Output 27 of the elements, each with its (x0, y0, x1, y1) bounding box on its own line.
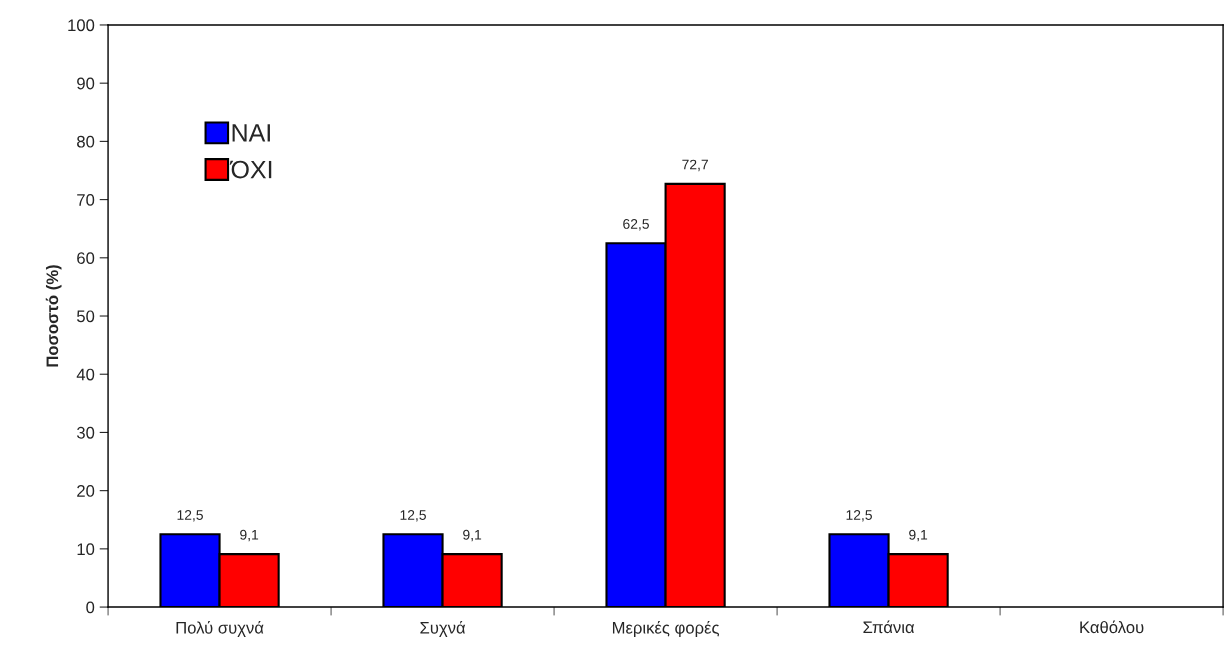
y-tick-label: 0 (86, 601, 95, 614)
y-tick-label: 60 (77, 252, 95, 265)
y-tick-label: 10 (77, 543, 95, 556)
x-tick-label: Σπάνια (863, 620, 915, 634)
y-axis-title: Ποσοστό (%) (45, 265, 62, 367)
x-tick-label: Καθόλου (1080, 620, 1144, 634)
data-label: 12,5 (177, 510, 203, 522)
y-tick-label: 80 (77, 135, 95, 148)
y-tick-label: 50 (77, 310, 95, 323)
legend-label: ΝΑΙ (232, 124, 270, 142)
data-label: 72,7 (682, 159, 708, 172)
x-tick-label: Μερικές φορές (612, 620, 720, 637)
data-label: 9,1 (240, 529, 259, 542)
data-label: 9,1 (463, 529, 482, 542)
y-tick-label: 70 (77, 194, 95, 206)
y-tick-label: 90 (77, 77, 95, 90)
data-label: 62,5 (623, 219, 649, 231)
y-tick-label: 30 (76, 426, 95, 439)
data-label: 12,5 (400, 510, 426, 522)
legend-label: ΌΧΙ (229, 160, 272, 179)
data-label: 9,1 (909, 529, 928, 542)
x-tick-label: Συχνά (420, 620, 466, 637)
y-tick-label: 20 (77, 485, 95, 497)
y-tick-label: 100 (68, 19, 95, 32)
x-tick-label: Πολύ συχνά (176, 620, 264, 637)
y-tick-label: 40 (76, 368, 95, 381)
data-label: 12,5 (846, 510, 872, 522)
